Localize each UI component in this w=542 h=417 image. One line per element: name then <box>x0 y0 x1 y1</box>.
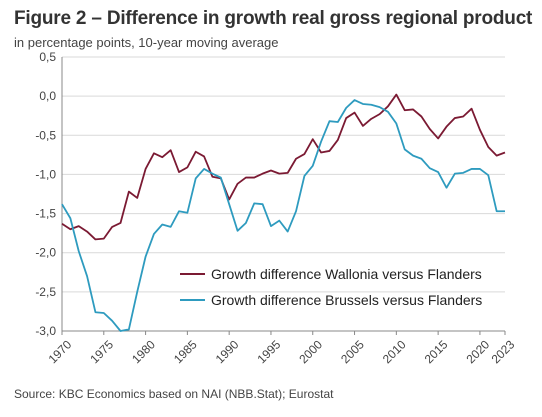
y-tick-label: 0,5 <box>39 50 56 64</box>
chart-title: Figure 2 – Difference in growth real gro… <box>14 8 533 29</box>
x-tick-label: 1980 <box>129 337 158 366</box>
x-tick-label: 2023 <box>489 337 518 366</box>
series-line-wallonia <box>61 93 506 241</box>
chart-subtitle: in percentage points, 10-year moving ave… <box>14 35 279 50</box>
x-tick-label: 1975 <box>87 337 116 366</box>
x-tick-label: 1995 <box>255 337 284 366</box>
x-tick-label: 1985 <box>171 337 200 366</box>
y-tick-label: -2,5 <box>35 285 56 299</box>
y-tick-label: -1,5 <box>35 207 56 221</box>
series-lines <box>61 93 506 332</box>
legend-label: Growth difference Brussels versus Flande… <box>211 292 482 308</box>
x-tick-label: 1970 <box>46 337 75 366</box>
source-note: Source: KBC Economics based on NAI (NBB.… <box>14 387 334 401</box>
x-tick-label: 2020 <box>463 337 492 366</box>
x-tick-label: 2005 <box>338 337 367 366</box>
x-tick-label: 1990 <box>213 337 242 366</box>
legend-label: Growth difference Wallonia versus Flande… <box>211 266 482 282</box>
x-tick-label: 2010 <box>380 337 409 366</box>
x-tick-label: 2000 <box>296 337 325 366</box>
y-tick-label: -0,5 <box>35 128 56 142</box>
y-tick-label: -2,0 <box>35 246 56 260</box>
x-tick-label: 2015 <box>422 337 451 366</box>
y-tick-label: 0,0 <box>39 89 56 103</box>
y-tick-label: -1,0 <box>35 167 56 181</box>
y-tick-label: -3,0 <box>35 324 56 338</box>
series-line-brussels <box>61 99 505 332</box>
legend: Growth difference Wallonia versus Flande… <box>180 266 482 308</box>
